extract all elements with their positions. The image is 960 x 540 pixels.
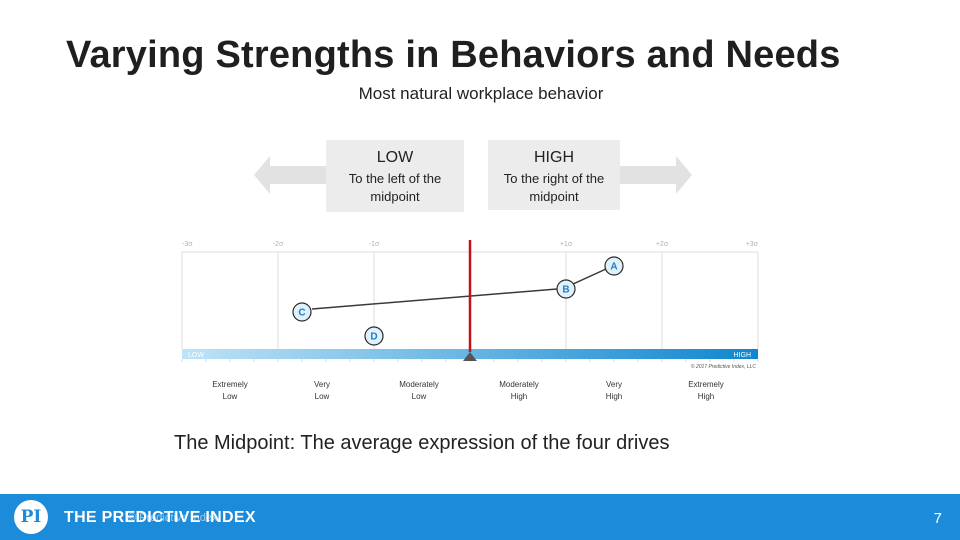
bottom-label-line1: Moderately [399,380,439,389]
pi-logo: PI [14,500,48,534]
brand-name: THE PREDICTIVE INDEX [64,509,256,526]
bottom-label: Very Low [282,379,362,403]
high-heading: HIGH [534,149,574,166]
drive-label-c: C [298,308,305,319]
bottom-label-line1: Extremely [688,380,724,389]
bottom-label: Extremely High [666,379,746,403]
page-number: 7 [933,510,942,527]
drive-marker-b [556,279,576,299]
sigma-label: +1σ [560,241,573,248]
bottom-label-line1: Extremely [212,380,248,389]
midpoint-triangle-icon [463,352,477,361]
footer-bar [0,494,960,540]
right-arrow-icon [612,156,692,194]
high-desc-line1: To the right of the [503,171,605,186]
drive-label-b: B [562,285,569,296]
drive-marker-a [604,256,624,276]
bottom-label-line2: High [605,392,623,401]
midpoint-caption: The Midpoint: The average expression of … [174,432,670,454]
drive-label-d: D [370,332,377,343]
bottom-label-line2: Low [314,392,330,401]
bottom-label-line1: Very [605,380,622,389]
bar-high-label: HIGH [734,352,752,359]
sigma-label: +2σ [656,241,669,248]
brand-overlay-text: © Predictive Index [128,512,218,524]
bottom-label-line1: Moderately [499,380,539,389]
bottom-label: Moderately High [479,379,559,403]
sigma-label: -1σ [369,241,380,248]
drive-marker-d [364,326,384,346]
low-heading: LOW [376,149,414,166]
slide-subtitle: Most natural workplace behavior [358,84,604,103]
low-info-box: LOW To the left of the midpoint [326,140,464,212]
bar-low-label: LOW [188,352,204,359]
sigma-label: -2σ [273,241,284,248]
bottom-label-line2: High [697,392,715,401]
sigma-label: -3σ [182,241,193,248]
high-desc-line2: midpoint [529,189,579,204]
high-info-box: HIGH To the right of the midpoint [488,140,620,210]
bottom-label: Extremely Low [190,379,270,403]
low-desc-line2: midpoint [370,189,420,204]
bottom-label-line2: Low [411,392,427,401]
low-desc-line1: To the left of the [348,171,442,186]
drive-marker-c [292,302,312,322]
sigma-label: +3σ [746,241,759,248]
copyright-note: © 2017 Predictive Index, LLC [691,363,756,370]
bottom-label: Moderately Low [379,379,459,403]
bottom-label-line1: Very [313,380,330,389]
slide-title: Varying Strengths in Behaviors and Needs [66,34,841,76]
bottom-label-line2: High [510,392,528,401]
drive-label-a: A [610,262,617,273]
bottom-label-line2: Low [222,392,238,401]
bottom-label: Very High [574,379,654,403]
left-arrow-icon [254,156,334,194]
